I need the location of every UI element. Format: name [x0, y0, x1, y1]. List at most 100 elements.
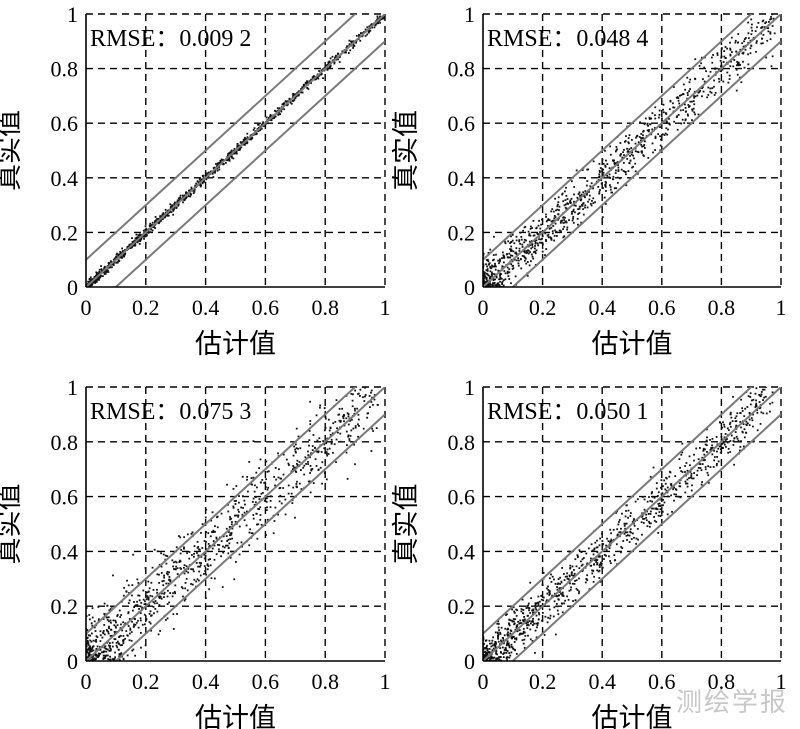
data-point [263, 481, 266, 484]
data-point [706, 440, 708, 443]
data-point [499, 647, 502, 649]
data-point [122, 594, 125, 597]
data-point [134, 244, 137, 247]
data-point [372, 403, 374, 406]
data-point [376, 404, 379, 406]
data-point [162, 213, 165, 215]
data-point [626, 539, 628, 541]
data-point [519, 258, 522, 260]
reference-line-3 [114, 40, 385, 287]
data-point [626, 147, 628, 150]
data-point [293, 99, 296, 101]
y-tick-label: 0.8 [448, 430, 476, 455]
data-point [486, 651, 488, 654]
data-point [572, 215, 575, 218]
data-point [623, 154, 625, 156]
data-point [720, 48, 723, 51]
data-point [485, 263, 487, 266]
data-point [531, 246, 534, 249]
data-point [754, 406, 757, 409]
data-point [719, 65, 722, 68]
data-point [310, 82, 312, 84]
data-point [323, 443, 326, 446]
data-point [563, 219, 566, 221]
data-point [650, 117, 653, 120]
data-point [728, 423, 731, 426]
data-point [234, 503, 237, 505]
data-point [615, 511, 617, 514]
data-point [632, 519, 635, 522]
data-point [204, 552, 207, 554]
data-point [354, 409, 356, 412]
data-point [101, 275, 104, 278]
data-point [720, 432, 723, 435]
data-point [103, 266, 106, 269]
data-point [510, 245, 513, 248]
data-point [113, 658, 116, 660]
data-point [692, 100, 695, 102]
data-point [361, 35, 364, 38]
data-point [574, 204, 577, 207]
data-point [604, 183, 607, 186]
data-point [485, 645, 488, 648]
data-point [227, 552, 230, 555]
data-point [214, 530, 216, 533]
data-point [329, 426, 332, 429]
y-tick-label: 0.6 [51, 111, 79, 136]
data-point [637, 538, 639, 541]
data-point [110, 648, 112, 651]
data-point [515, 652, 518, 655]
data-point [563, 225, 566, 228]
data-point [148, 621, 151, 623]
data-point [605, 554, 607, 557]
data-point [136, 578, 139, 581]
data-point [302, 466, 305, 469]
data-point [350, 392, 353, 395]
data-point [555, 230, 558, 233]
data-point [589, 202, 592, 205]
data-point [107, 271, 110, 273]
data-point [331, 55, 334, 58]
data-point [95, 653, 98, 656]
data-point [555, 209, 557, 212]
data-point [733, 59, 736, 61]
data-point [673, 120, 676, 123]
data-point [209, 558, 212, 560]
data-point [707, 481, 710, 484]
data-point [630, 153, 633, 156]
data-point [655, 482, 658, 485]
data-point [727, 81, 730, 84]
data-point [483, 277, 486, 280]
data-point [747, 37, 750, 40]
data-point [748, 412, 751, 414]
data-point [86, 642, 89, 645]
data-point [149, 610, 152, 613]
data-point [632, 165, 635, 168]
data-point [156, 588, 158, 591]
data-point [150, 228, 153, 231]
data-point [118, 655, 121, 658]
data-point [256, 523, 258, 526]
data-point [771, 14, 774, 16]
data-point [103, 273, 106, 275]
data-point [547, 589, 550, 591]
data-point [96, 272, 99, 274]
data-point [99, 640, 102, 642]
data-point [587, 200, 589, 203]
data-point [648, 129, 651, 131]
data-point [592, 202, 595, 205]
data-point [252, 476, 255, 479]
data-point [114, 619, 117, 622]
data-point [633, 522, 635, 525]
data-point [102, 656, 105, 659]
data-point [292, 486, 295, 489]
data-point [120, 256, 122, 259]
data-point [257, 523, 260, 526]
data-point [147, 590, 150, 593]
data-point [720, 70, 722, 73]
data-point [554, 197, 557, 200]
data-point [730, 434, 733, 437]
data-point [171, 595, 174, 598]
data-point [503, 651, 506, 654]
data-point [109, 608, 112, 610]
